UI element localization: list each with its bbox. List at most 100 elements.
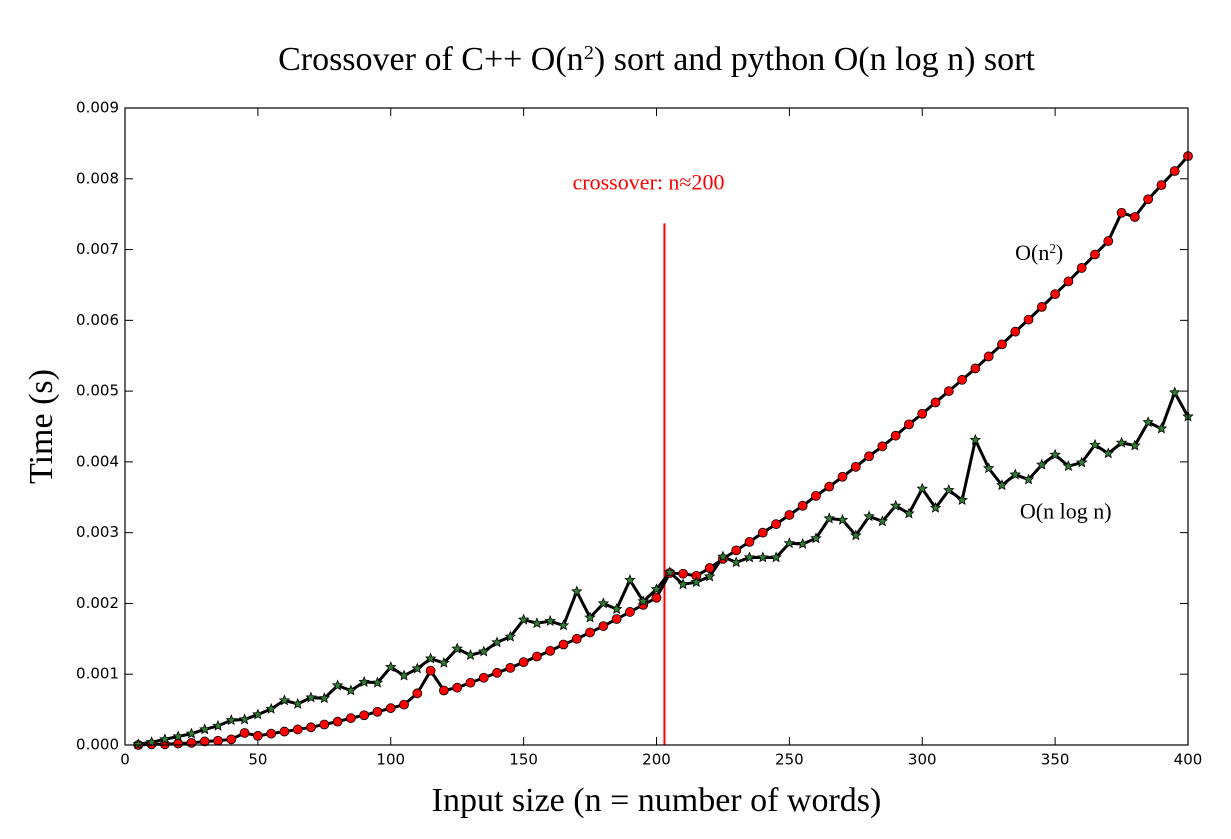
marker [531, 617, 543, 629]
marker [610, 603, 623, 615]
marker [983, 351, 994, 362]
marker [331, 679, 344, 691]
marker [358, 675, 370, 687]
marker [970, 363, 981, 374]
marker [385, 661, 397, 673]
marker [199, 736, 210, 747]
marker [226, 734, 237, 745]
marker [903, 507, 915, 519]
marker [877, 441, 888, 452]
marker [491, 636, 503, 648]
marker [438, 656, 450, 668]
marker [837, 471, 848, 482]
marker [811, 490, 821, 501]
marker [1062, 460, 1075, 472]
marker [239, 728, 250, 738]
marker [957, 374, 968, 385]
marker [664, 566, 676, 578]
marker [451, 642, 463, 654]
marker [796, 537, 809, 549]
y-tick-label: 0.000 [76, 736, 119, 754]
marker [1156, 180, 1167, 191]
marker [1049, 448, 1061, 460]
marker [186, 737, 197, 748]
marker [558, 639, 569, 650]
marker [625, 607, 635, 617]
marker [1115, 436, 1128, 448]
x-tick-label: 150 [509, 751, 538, 769]
marker [637, 595, 649, 607]
marker [306, 722, 316, 733]
marker [783, 537, 796, 549]
marker [265, 702, 277, 714]
x-tick-label: 400 [1174, 751, 1203, 769]
marker [1116, 207, 1127, 218]
marker [876, 515, 889, 527]
marker [345, 684, 357, 696]
marker [279, 726, 290, 737]
marker [864, 451, 874, 462]
chart-title: Crossover of C++ O(n2) sort and python O… [278, 41, 1035, 78]
marker [278, 694, 291, 706]
marker [771, 519, 781, 530]
marker [611, 614, 622, 624]
marker [1169, 386, 1181, 398]
marker [997, 339, 1007, 350]
y-tick-label: 0.004 [76, 452, 119, 470]
marker [996, 479, 1008, 491]
x-tick-label: 250 [775, 751, 804, 769]
marker [1089, 438, 1101, 450]
x-tick-label: 350 [1041, 751, 1070, 769]
marker [836, 513, 849, 525]
marker [225, 714, 238, 726]
marker [425, 665, 436, 676]
marker [823, 512, 835, 524]
superscript: 2 [584, 42, 594, 64]
marker [212, 719, 224, 731]
annotation: O(n log n) [1020, 499, 1112, 524]
marker [943, 484, 955, 496]
y-tick-label: 0.001 [76, 665, 119, 683]
marker [398, 669, 410, 681]
marker [238, 713, 251, 725]
marker [1143, 194, 1154, 205]
marker [385, 703, 396, 714]
marker [252, 708, 264, 720]
y-tick-label: 0.009 [76, 99, 119, 117]
marker [730, 556, 742, 568]
marker [651, 592, 662, 603]
marker [571, 633, 582, 644]
annotation: crossover: n≈200 [573, 169, 725, 194]
marker [678, 568, 688, 579]
marker [517, 613, 530, 625]
marker [929, 501, 942, 513]
marker [810, 532, 822, 544]
marker [624, 574, 636, 585]
marker [438, 685, 449, 696]
y-tick-label: 0.007 [76, 240, 119, 258]
marker [863, 510, 875, 522]
marker [1036, 458, 1048, 470]
marker [784, 510, 795, 520]
marker [132, 738, 144, 750]
marker [584, 611, 596, 623]
marker [557, 619, 570, 631]
marker [1063, 276, 1074, 287]
text-part: O(n log n) [1020, 499, 1112, 524]
marker [1129, 439, 1141, 451]
marker [1036, 301, 1047, 312]
marker [478, 645, 490, 657]
marker [345, 713, 356, 724]
marker [1103, 236, 1114, 246]
text-part: O(n [1015, 240, 1049, 265]
marker [1010, 326, 1021, 337]
y-tick-label: 0.003 [76, 523, 119, 541]
marker [690, 576, 703, 588]
marker [1009, 468, 1021, 480]
marker [969, 433, 982, 445]
marker [478, 672, 489, 683]
marker [1169, 166, 1180, 176]
marker [359, 710, 370, 721]
marker [571, 585, 583, 597]
x-tick-label: 100 [376, 751, 405, 769]
